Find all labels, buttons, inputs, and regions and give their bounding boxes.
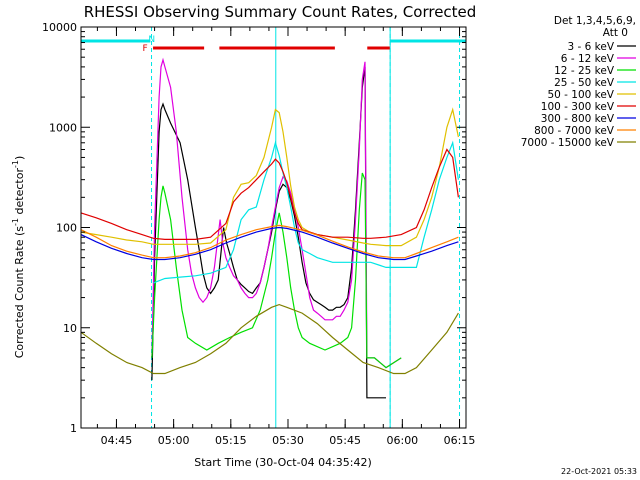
legend-label-3: 25 - 50 keV (554, 77, 615, 89)
footer-date: 22-Oct-2021 05:33 (561, 467, 637, 476)
y-tick-label-4: 10000 (42, 21, 77, 34)
x-tick-label-1: 05:00 (158, 434, 190, 447)
y-tick-label-3: 1000 (49, 121, 77, 134)
legend-label-6: 300 - 800 keV (541, 113, 615, 125)
series-line-4 (80, 107, 459, 247)
series-line-8 (80, 303, 459, 375)
legend-label-2: 12 - 25 keV (554, 65, 615, 77)
legend-detector-line1: Det 1,3,4,5,6,9, (554, 15, 636, 27)
plot-frame (80, 26, 467, 429)
x-tick-label-2: 05:15 (215, 434, 247, 447)
legend-label-8: 7000 - 15000 keV (521, 137, 615, 149)
y-tick-label-1: 10 (63, 322, 77, 335)
y-tick-label-2: 100 (56, 222, 77, 235)
flare-flag-label: F (142, 44, 147, 54)
legend-label-1: 6 - 12 keV (561, 53, 615, 65)
y-tick-label-0: 1 (70, 422, 77, 435)
series-line-1 (151, 57, 402, 369)
x-tick-label-6: 06:15 (444, 434, 476, 447)
series-line-6 (80, 226, 459, 261)
axes: 1 10 100 1000 10000 04:45 05:00 05:15 05:30 05:45… (42, 21, 475, 447)
series-line-0 (151, 66, 386, 399)
series-line-5 (80, 148, 459, 240)
x-tick-label-3: 05:30 (272, 434, 304, 447)
legend-label-0: 3 - 6 keV (567, 41, 614, 53)
plot-area: NF (80, 27, 466, 428)
series-line-7 (80, 224, 459, 259)
chart-title: RHESSI Observing Summary Count Rates, Co… (84, 3, 477, 21)
x-axis-label: Start Time (30-Oct-04 04:35:42) (194, 456, 372, 469)
legend-label-4: 50 - 100 keV (547, 89, 614, 101)
series-line-2 (151, 172, 402, 369)
series-line-3 (153, 140, 459, 284)
y-axis-label: Corrected Count Rate (s-1 detector-1) (11, 156, 26, 359)
x-tick-label-5: 06:00 (386, 434, 418, 447)
legend-label-7: 800 - 7000 keV (534, 125, 615, 137)
legend-label-5: 100 - 300 keV (541, 101, 615, 113)
legend-detector-line2: Att 0 (603, 27, 628, 39)
night-flag-label: N (148, 35, 155, 45)
x-tick-label-0: 04:45 (101, 434, 133, 447)
x-tick-label-4: 05:45 (329, 434, 361, 447)
